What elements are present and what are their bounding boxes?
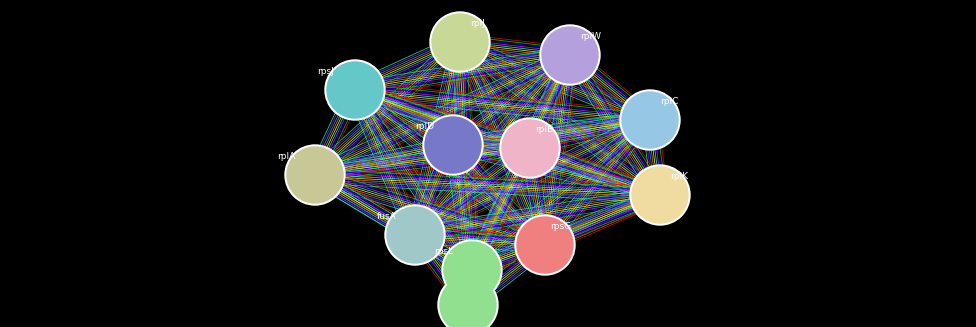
Circle shape [632,167,688,223]
Text: rplA: rplA [277,152,296,161]
Text: rplJ: rplJ [470,19,485,28]
Circle shape [432,14,488,70]
Text: fusA: fusA [377,212,397,221]
Circle shape [630,165,690,225]
Circle shape [517,217,573,273]
Circle shape [425,117,481,173]
Circle shape [622,92,678,148]
Circle shape [542,27,598,83]
Circle shape [325,60,385,120]
Text: rpsJ: rpsJ [317,67,334,76]
Circle shape [387,207,443,263]
Circle shape [442,240,502,300]
Text: rplW: rplW [580,32,601,41]
Text: rplK: rplK [670,172,688,181]
Text: rpsG: rpsG [550,222,571,231]
Text: rplB: rplB [535,125,553,134]
Circle shape [285,145,345,205]
Circle shape [540,25,600,85]
Text: rplC: rplC [660,97,678,106]
Circle shape [287,147,343,203]
Circle shape [385,205,445,265]
Text: rplD: rplD [415,122,434,131]
Text: rpsL: rpsL [434,247,453,256]
Circle shape [430,12,490,72]
Circle shape [423,115,483,175]
Circle shape [502,120,558,176]
Circle shape [440,277,496,327]
Circle shape [620,90,680,150]
Circle shape [327,62,383,118]
Circle shape [515,215,575,275]
Circle shape [444,242,500,298]
Circle shape [438,275,498,327]
Circle shape [500,118,560,178]
